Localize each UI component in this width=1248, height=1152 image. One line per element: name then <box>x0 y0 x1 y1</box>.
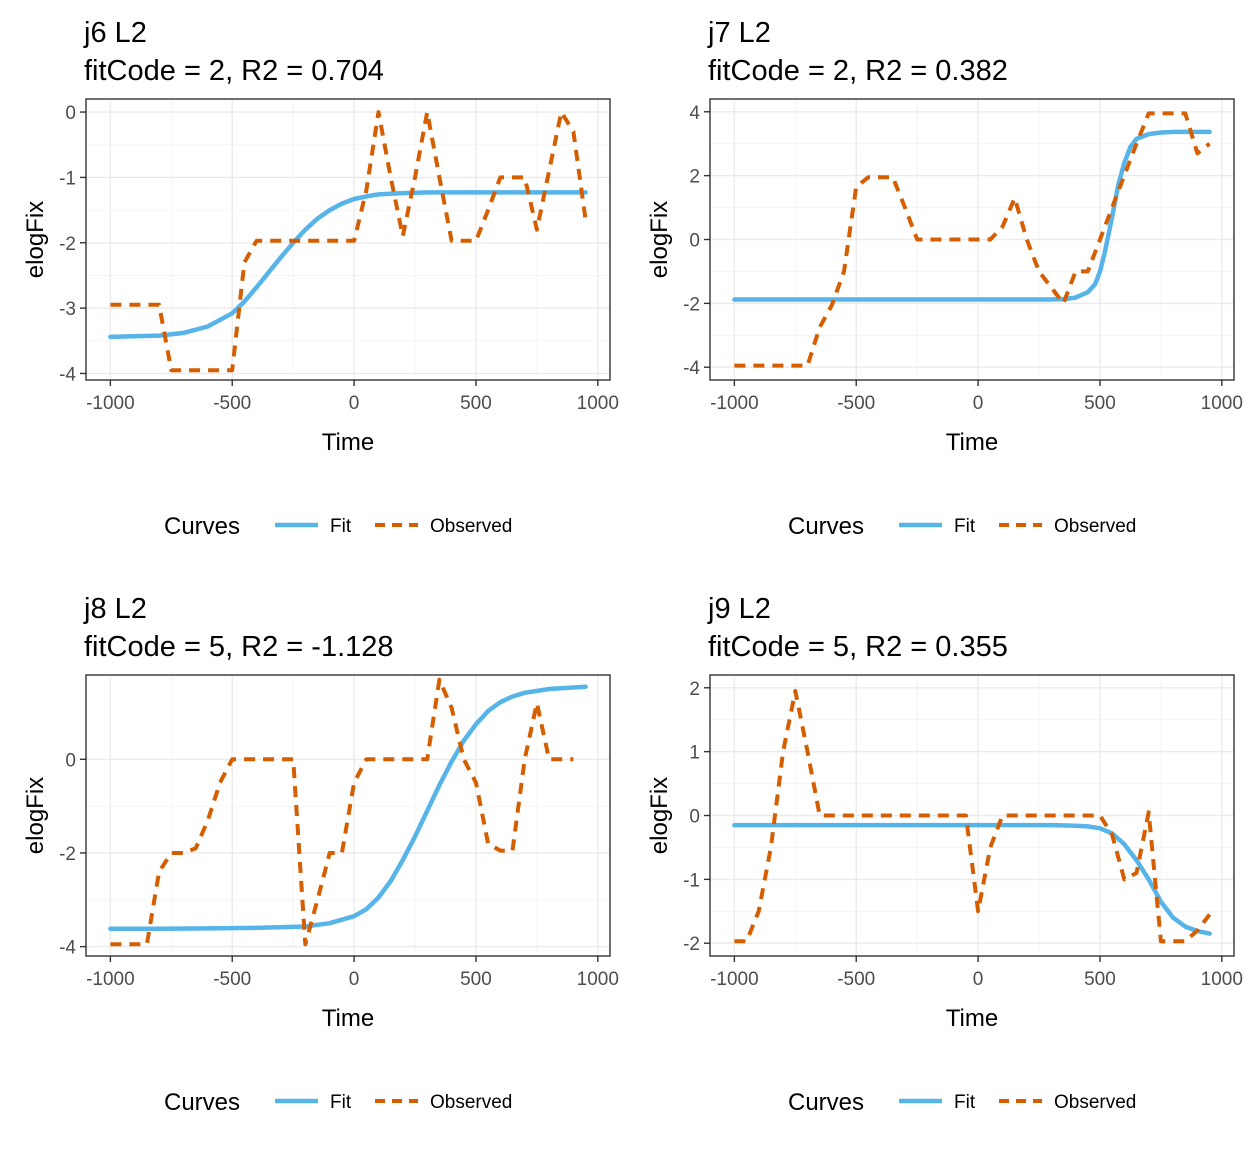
legend-fit-label: Fit <box>954 516 976 537</box>
y-tick-label: -2 <box>683 934 700 955</box>
legend-fit-label: Fit <box>954 1092 976 1113</box>
legend-title: Curves <box>164 513 240 540</box>
y-tick-label: -2 <box>59 234 76 255</box>
x-tick-label: 1000 <box>577 969 619 990</box>
x-axis-label: Time <box>946 429 998 456</box>
series-observed-line <box>110 677 574 947</box>
x-tick-label: 0 <box>973 969 984 990</box>
y-tick-label: 2 <box>689 167 700 188</box>
x-tick-label: -500 <box>213 393 251 414</box>
y-tick-label: 4 <box>689 103 700 124</box>
y-axis-label: elogFix <box>646 777 673 854</box>
x-tick-label: -1000 <box>710 969 759 990</box>
y-tick-label: -3 <box>59 299 76 320</box>
x-tick-label: -1000 <box>710 393 759 414</box>
legend: Curves Fit Observed <box>788 1089 1136 1116</box>
legend-fit-label: Fit <box>330 516 352 537</box>
x-axis-label: Time <box>946 1005 998 1032</box>
panel-title: j8 L2 <box>83 593 147 625</box>
y-tick-label: -2 <box>59 844 76 865</box>
panel-title: j7 L2 <box>707 17 771 49</box>
legend: Curves Fit Observed <box>164 513 512 540</box>
x-tick-label: -500 <box>837 969 875 990</box>
y-axis-label: elogFix <box>22 777 49 854</box>
x-tick-label: 1000 <box>1201 393 1243 414</box>
panel-1: j6 L2 fitCode = 2, R2 = 0.704 -1000 -500 0 50… <box>22 17 619 540</box>
panel-2: j7 L2 fitCode = 2, R2 = 0.382 -1000 -500 0 50… <box>646 17 1243 540</box>
y-tick-label: 0 <box>689 807 700 828</box>
legend-observed-label: Observed <box>430 516 512 537</box>
y-tick-label: 0 <box>65 750 76 771</box>
legend-observed-label: Observed <box>1054 1092 1136 1113</box>
y-tick-label: 1 <box>689 743 700 764</box>
x-tick-label: 1000 <box>1201 969 1243 990</box>
plot-frame <box>85 674 611 957</box>
y-tick-label: -4 <box>683 358 700 379</box>
panel-title: j6 L2 <box>83 17 147 49</box>
y-tick-label: -4 <box>59 938 76 959</box>
y-tick-label: -2 <box>683 294 700 315</box>
x-tick-label: 0 <box>973 393 984 414</box>
legend-title: Curves <box>788 1089 864 1116</box>
legend: Curves Fit Observed <box>164 1089 512 1116</box>
legend-fit-label: Fit <box>330 1092 352 1113</box>
x-tick-label: 0 <box>349 969 360 990</box>
legend-observed-label: Observed <box>430 1092 512 1113</box>
y-tick-label: -1 <box>683 870 700 891</box>
panel-subtitle: fitCode = 2, R2 = 0.382 <box>708 55 1008 87</box>
series-observed-line <box>734 689 1212 944</box>
y-tick-label: -1 <box>59 168 76 189</box>
legend-title: Curves <box>164 1089 240 1116</box>
x-tick-label: 500 <box>460 393 492 414</box>
x-tick-label: 500 <box>1084 969 1116 990</box>
panel-subtitle: fitCode = 2, R2 = 0.704 <box>84 55 384 87</box>
panel-subtitle: fitCode = 5, R2 = 0.355 <box>708 631 1008 663</box>
x-axis-label: Time <box>322 429 374 456</box>
x-tick-label: 0 <box>349 393 360 414</box>
series-fit-line <box>108 684 588 932</box>
legend-observed-label: Observed <box>1054 516 1136 537</box>
x-tick-label: 1000 <box>577 393 619 414</box>
x-tick-label: 500 <box>1084 393 1116 414</box>
plot-frame <box>85 98 611 381</box>
legend-title: Curves <box>788 513 864 540</box>
y-tick-label: 0 <box>65 103 76 124</box>
panel-subtitle: fitCode = 5, R2 = -1.128 <box>84 631 394 663</box>
x-tick-label: -500 <box>837 393 875 414</box>
panel-4: j9 L2 fitCode = 5, R2 = 0.355 -1000 -500 0 50… <box>646 593 1243 1116</box>
panel-title: j9 L2 <box>707 593 771 625</box>
series-observed-line <box>734 111 1211 368</box>
plot-background <box>86 675 610 956</box>
y-tick-label: 0 <box>689 231 700 252</box>
y-tick-label: 2 <box>689 679 700 700</box>
x-tick-label: -1000 <box>86 393 135 414</box>
x-tick-label: -500 <box>213 969 251 990</box>
x-tick-label: 500 <box>460 969 492 990</box>
series-fit-line <box>732 129 1212 302</box>
x-tick-label: -1000 <box>86 969 135 990</box>
y-axis-label: elogFix <box>646 201 673 278</box>
series-fit-line <box>732 822 1212 936</box>
series-observed-line <box>110 110 588 373</box>
y-tick-label: -4 <box>59 364 76 385</box>
x-axis-label: Time <box>322 1005 374 1032</box>
y-axis-label: elogFix <box>22 201 49 278</box>
legend: Curves Fit Observed <box>788 513 1136 540</box>
panel-3: j8 L2 fitCode = 5, R2 = -1.128 -1000 -500 0 5… <box>22 593 619 1116</box>
